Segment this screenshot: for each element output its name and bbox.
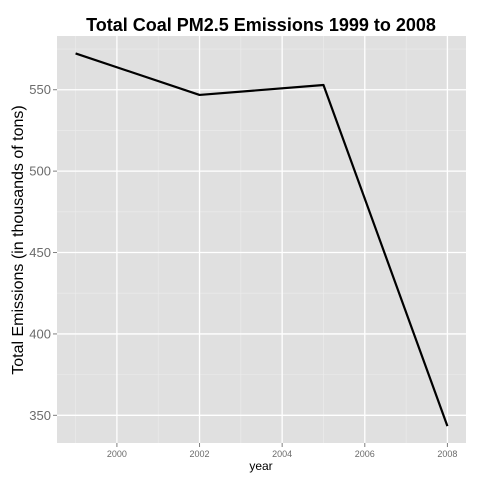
- x-tick-label: 2006: [355, 449, 375, 459]
- y-tick-label: 550: [29, 82, 51, 97]
- x-axis-ticks: 2000 2002 2004 2006 2008: [107, 443, 458, 459]
- y-axis-title: Total Emissions (in thousands of tons): [10, 105, 27, 374]
- chart-title: Total Coal PM2.5 Emissions 1999 to 2008: [86, 15, 436, 35]
- x-axis-title: year: [249, 459, 272, 473]
- y-axis-ticks: 350 400 450 500 550: [29, 82, 57, 423]
- x-tick-label: 2008: [437, 449, 457, 459]
- x-tick-label: 2004: [272, 449, 292, 459]
- y-tick-label: 500: [29, 164, 51, 179]
- x-tick-label: 2002: [190, 449, 210, 459]
- plot-panel: [57, 36, 466, 443]
- y-tick-label: 350: [29, 408, 51, 423]
- x-tick-label: 2000: [107, 449, 127, 459]
- y-tick-label: 450: [29, 245, 51, 260]
- y-tick-label: 400: [29, 326, 51, 341]
